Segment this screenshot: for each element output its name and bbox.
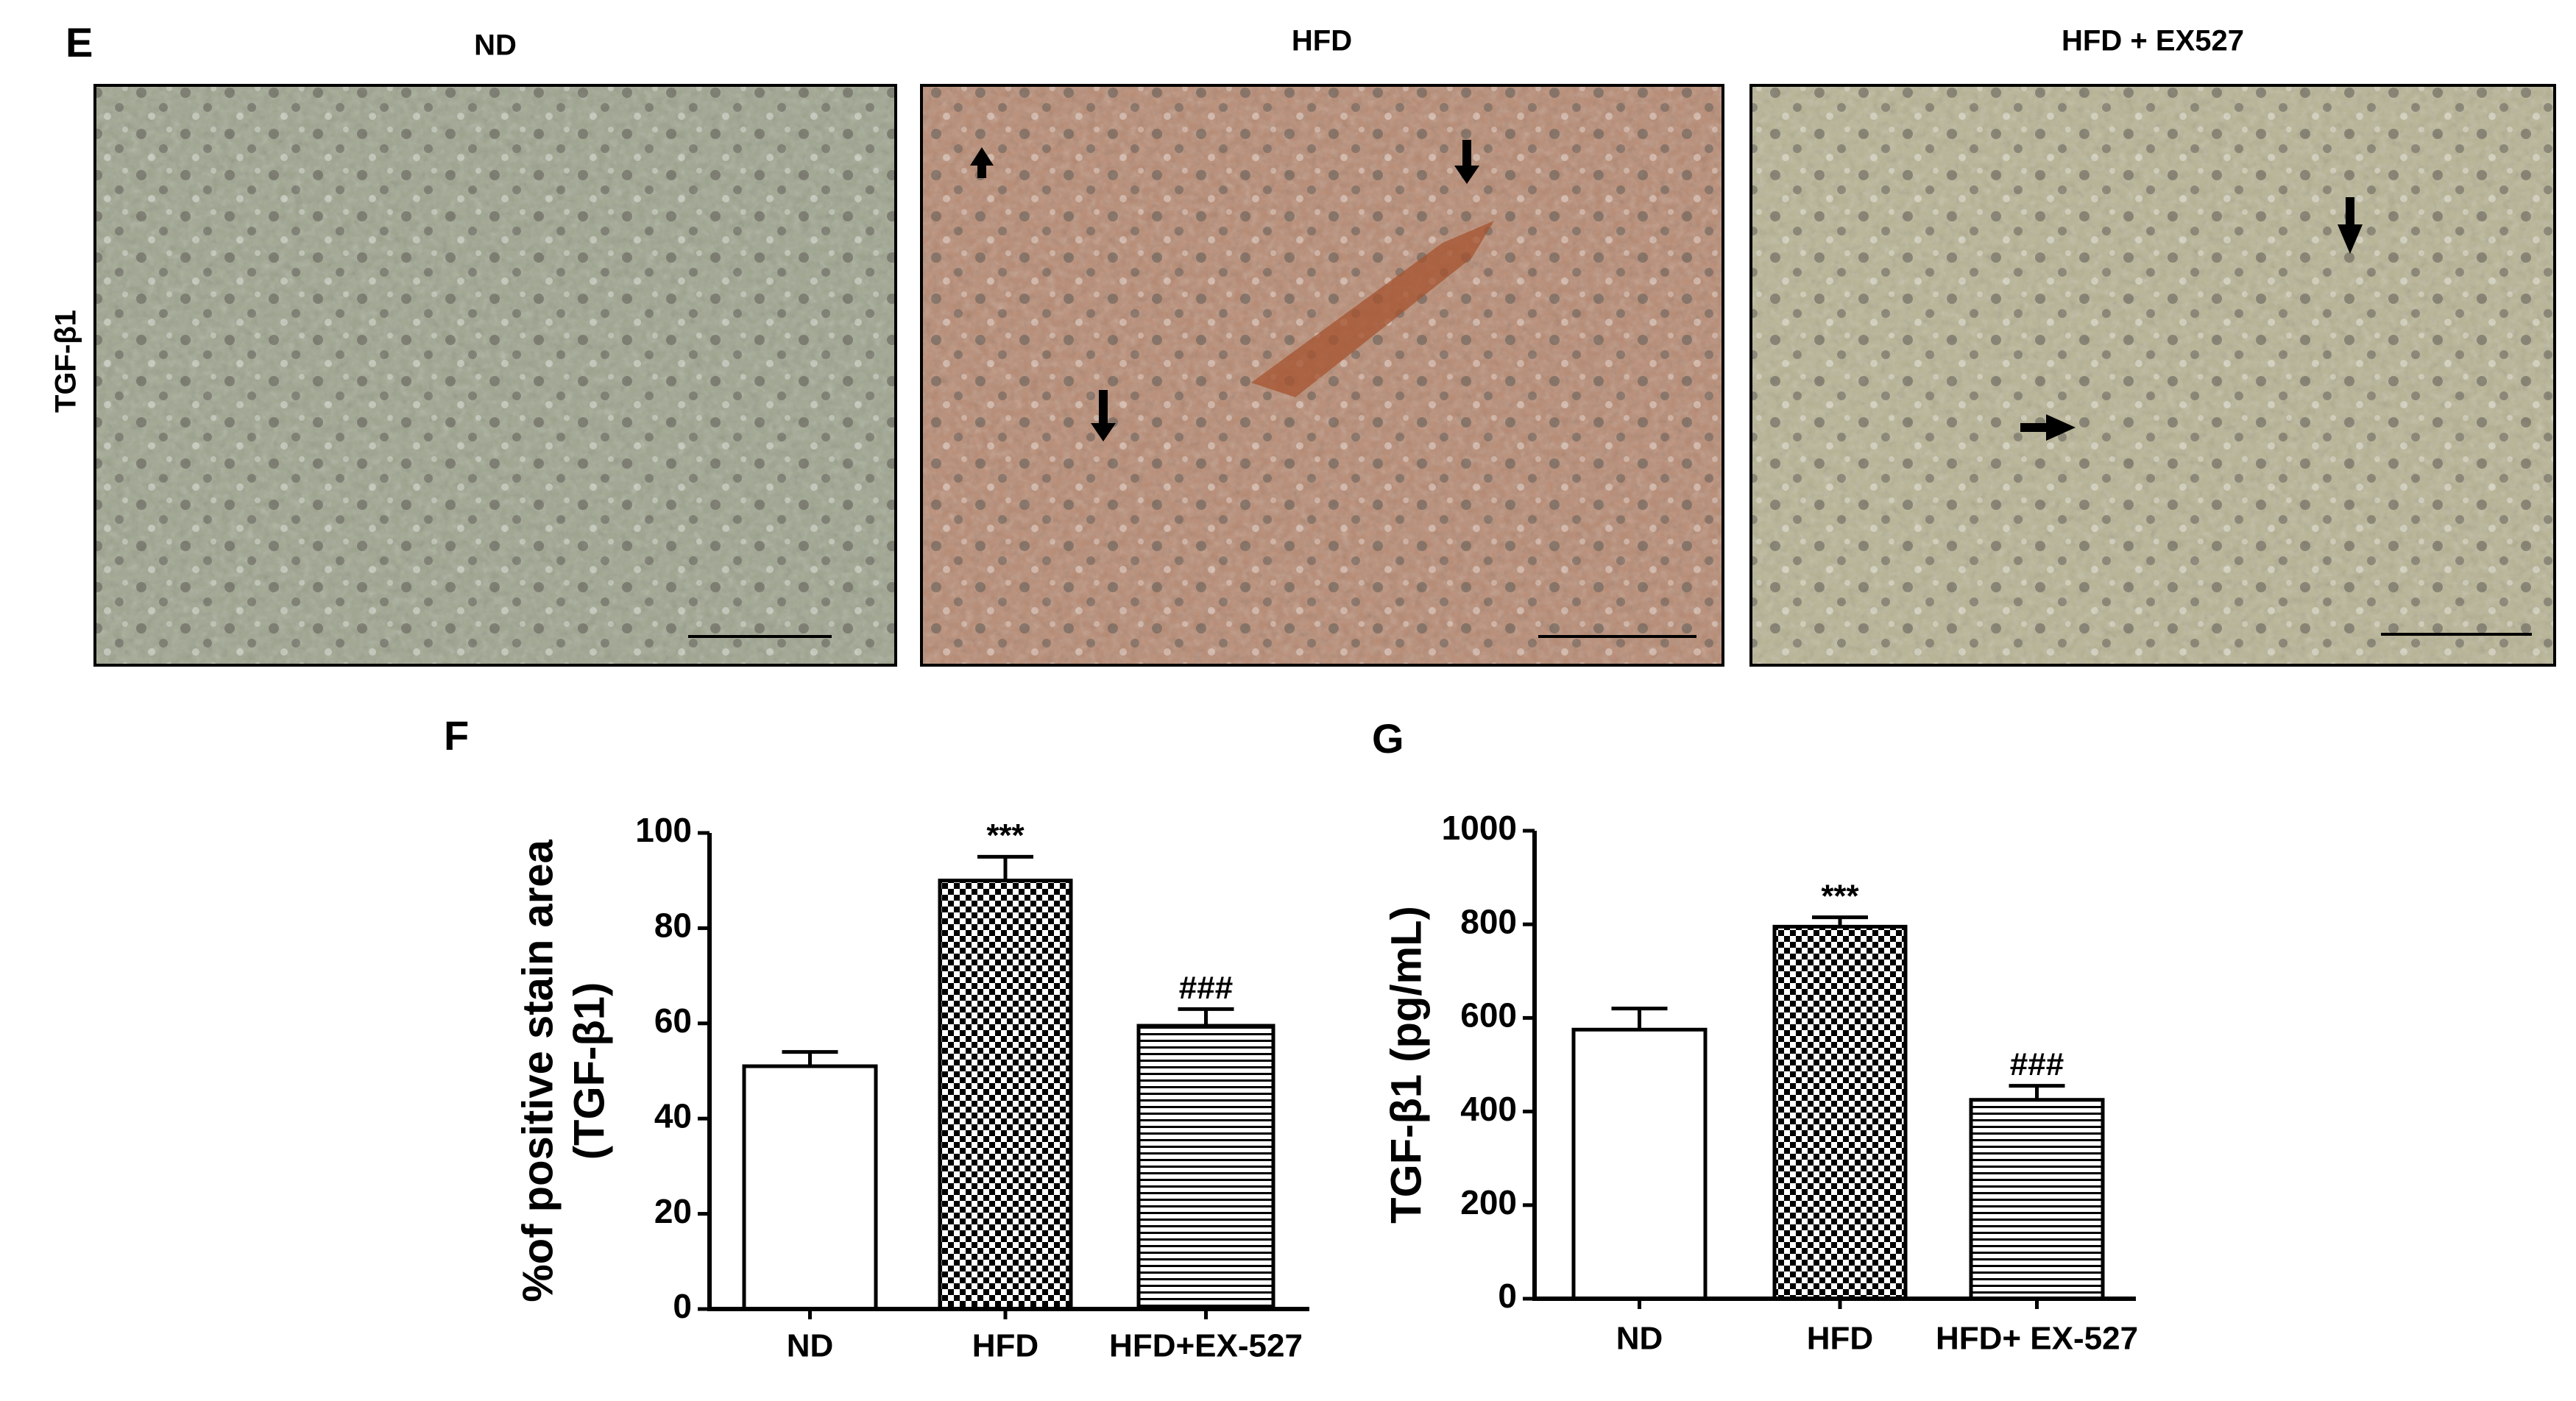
y-tick-label: 1000 <box>1442 809 1517 847</box>
y-tick-label: 800 <box>1460 902 1517 940</box>
y-tick-label: 80 <box>654 907 692 945</box>
bar <box>1969 1098 2105 1301</box>
y-axis-label: (TGF-β1) <box>565 982 613 1160</box>
y-tick-label: 200 <box>1460 1183 1517 1221</box>
error-bar <box>1178 1007 1234 1026</box>
x-tick-label: ND <box>787 1328 834 1364</box>
micrograph <box>920 84 1724 667</box>
x-tick-label: ND <box>1616 1321 1663 1357</box>
bar <box>742 1064 878 1311</box>
error-bar <box>782 1050 838 1067</box>
panel-label: G <box>1372 715 1404 762</box>
y-tick-label: 0 <box>1498 1277 1517 1315</box>
y-axis-label: TGF-β1 (pg/mL) <box>1382 906 1430 1224</box>
error-bar <box>977 854 1033 881</box>
micrograph <box>93 84 897 667</box>
error-bar <box>2009 1084 2065 1100</box>
bar <box>938 879 1073 1311</box>
y-tick-label: 400 <box>1460 1090 1517 1128</box>
annotation: *** <box>986 817 1025 854</box>
annotation: ### <box>1179 970 1233 1006</box>
y-tick-label: 60 <box>654 1001 692 1040</box>
image-title: HFD <box>1292 25 1352 57</box>
image-title: ND <box>474 29 517 62</box>
panel-label: F <box>444 712 469 759</box>
x-tick-label: HFD <box>972 1328 1038 1364</box>
annotation: ### <box>2010 1046 2064 1082</box>
y-tick-label: 600 <box>1460 996 1517 1035</box>
y-tick-label: 40 <box>654 1096 692 1135</box>
row-label: TGF-β1 <box>50 310 82 413</box>
annotation: *** <box>1821 878 1859 914</box>
y-tick-label: 0 <box>673 1287 692 1325</box>
bar <box>1571 1027 1708 1301</box>
y-tick-label: 20 <box>654 1192 692 1230</box>
x-tick-label: HFD <box>1807 1321 1873 1357</box>
panel-label: E <box>66 19 93 65</box>
bar <box>1772 924 1908 1301</box>
image-title: HFD + EX527 <box>2062 25 2244 57</box>
y-axis-label: %of positive stain area <box>514 839 562 1302</box>
x-tick-label: HFD+EX-527 <box>1109 1328 1303 1364</box>
bar <box>1136 1024 1275 1311</box>
error-bar <box>1611 1007 1668 1030</box>
x-tick-label: HFD+ EX-527 <box>1936 1321 2138 1357</box>
micrograph <box>1749 84 2556 667</box>
y-tick-label: 100 <box>635 811 692 849</box>
error-bar <box>1812 915 1868 927</box>
